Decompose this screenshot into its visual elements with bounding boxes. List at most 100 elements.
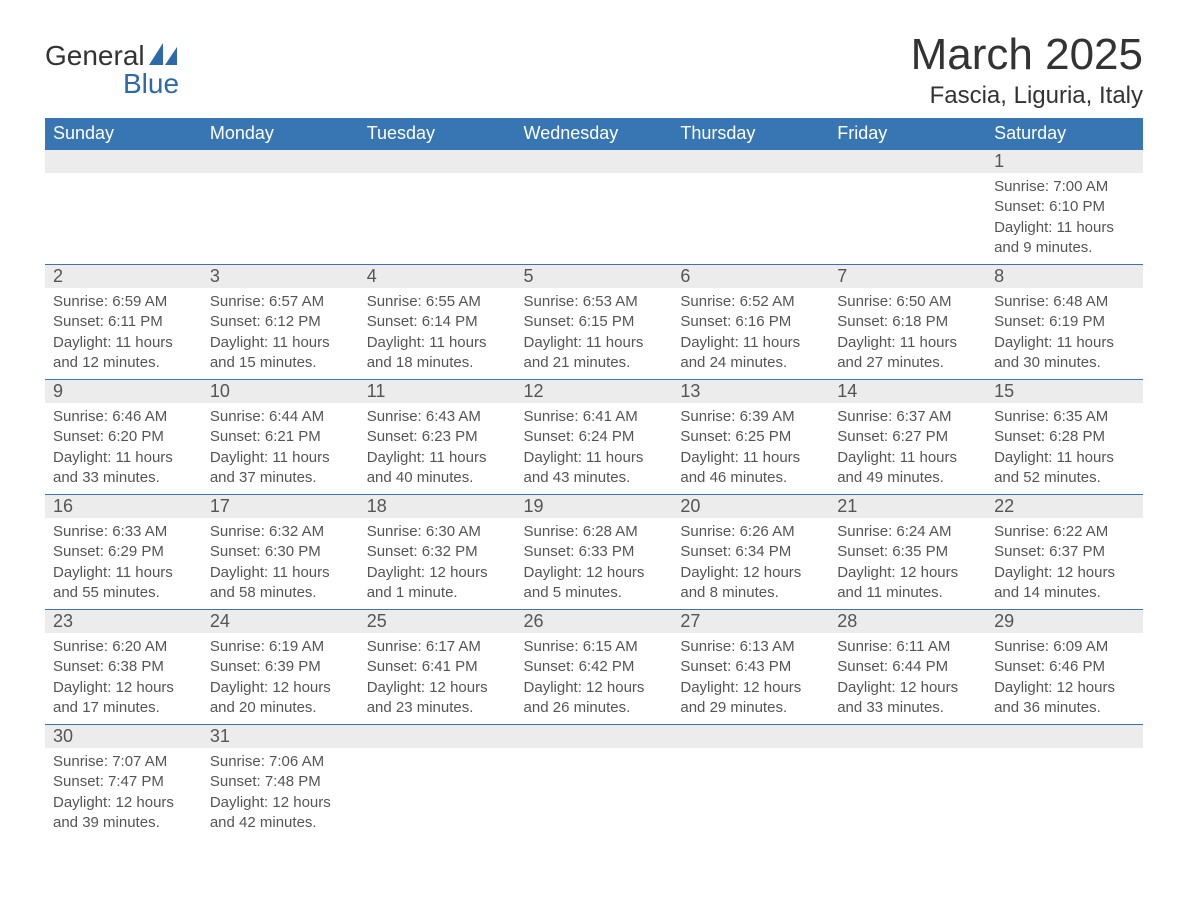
daylight-line: Daylight: 11 hours and 46 minutes. <box>680 448 821 489</box>
day-number <box>829 150 986 173</box>
sunrise-line: Sunrise: 6:44 AM <box>210 407 351 427</box>
calendar-day-cell: 25Sunrise: 6:17 AMSunset: 6:41 PMDayligh… <box>359 610 516 725</box>
calendar-day-cell: 23Sunrise: 6:20 AMSunset: 6:38 PMDayligh… <box>45 610 202 725</box>
day-number <box>672 150 829 173</box>
daylight-line: Daylight: 12 hours and 36 minutes. <box>994 678 1135 719</box>
day-details <box>672 173 829 251</box>
calendar-day-cell <box>829 725 986 840</box>
day-details: Sunrise: 6:13 AMSunset: 6:43 PMDaylight:… <box>672 633 829 724</box>
weekday-header: Saturday <box>986 118 1143 150</box>
day-details: Sunrise: 6:44 AMSunset: 6:21 PMDaylight:… <box>202 403 359 494</box>
calendar-week-row: 2Sunrise: 6:59 AMSunset: 6:11 PMDaylight… <box>45 265 1143 380</box>
day-number: 23 <box>45 610 202 633</box>
daylight-line: Daylight: 12 hours and 17 minutes. <box>53 678 194 719</box>
day-number: 21 <box>829 495 986 518</box>
title-block: March 2025 Fascia, Liguria, Italy <box>911 30 1143 110</box>
calendar-day-cell: 29Sunrise: 6:09 AMSunset: 6:46 PMDayligh… <box>986 610 1143 725</box>
weekday-header-row: Sunday Monday Tuesday Wednesday Thursday… <box>45 118 1143 150</box>
day-details: Sunrise: 6:59 AMSunset: 6:11 PMDaylight:… <box>45 288 202 379</box>
daylight-line: Daylight: 12 hours and 42 minutes. <box>210 793 351 834</box>
sunrise-line: Sunrise: 6:17 AM <box>367 637 508 657</box>
day-details: Sunrise: 6:43 AMSunset: 6:23 PMDaylight:… <box>359 403 516 494</box>
calendar-day-cell: 4Sunrise: 6:55 AMSunset: 6:14 PMDaylight… <box>359 265 516 380</box>
sunset-line: Sunset: 6:20 PM <box>53 427 194 447</box>
calendar-day-cell: 15Sunrise: 6:35 AMSunset: 6:28 PMDayligh… <box>986 380 1143 495</box>
daylight-line: Daylight: 11 hours and 21 minutes. <box>524 333 665 374</box>
daylight-line: Daylight: 11 hours and 27 minutes. <box>837 333 978 374</box>
calendar-day-cell: 12Sunrise: 6:41 AMSunset: 6:24 PMDayligh… <box>516 380 673 495</box>
day-details <box>986 748 1143 826</box>
day-number: 25 <box>359 610 516 633</box>
weekday-header: Sunday <box>45 118 202 150</box>
day-number: 17 <box>202 495 359 518</box>
daylight-line: Daylight: 12 hours and 1 minute. <box>367 563 508 604</box>
sunset-line: Sunset: 6:25 PM <box>680 427 821 447</box>
day-details <box>829 748 986 826</box>
daylight-line: Daylight: 12 hours and 20 minutes. <box>210 678 351 719</box>
sunset-line: Sunset: 6:41 PM <box>367 657 508 677</box>
calendar-day-cell: 16Sunrise: 6:33 AMSunset: 6:29 PMDayligh… <box>45 495 202 610</box>
calendar-day-cell <box>516 150 673 265</box>
sunset-line: Sunset: 6:46 PM <box>994 657 1135 677</box>
day-details: Sunrise: 6:39 AMSunset: 6:25 PMDaylight:… <box>672 403 829 494</box>
day-number: 26 <box>516 610 673 633</box>
day-number <box>359 725 516 748</box>
sunrise-line: Sunrise: 6:39 AM <box>680 407 821 427</box>
day-details <box>829 173 986 251</box>
calendar-table: Sunday Monday Tuesday Wednesday Thursday… <box>45 118 1143 839</box>
day-number: 3 <box>202 265 359 288</box>
daylight-line: Daylight: 11 hours and 37 minutes. <box>210 448 351 489</box>
day-number: 30 <box>45 725 202 748</box>
sunrise-line: Sunrise: 7:06 AM <box>210 752 351 772</box>
calendar-day-cell: 26Sunrise: 6:15 AMSunset: 6:42 PMDayligh… <box>516 610 673 725</box>
sunset-line: Sunset: 6:10 PM <box>994 197 1135 217</box>
day-number: 4 <box>359 265 516 288</box>
sunrise-line: Sunrise: 6:33 AM <box>53 522 194 542</box>
day-details: Sunrise: 6:48 AMSunset: 6:19 PMDaylight:… <box>986 288 1143 379</box>
sunrise-line: Sunrise: 6:28 AM <box>524 522 665 542</box>
day-details <box>202 173 359 251</box>
sunrise-line: Sunrise: 6:57 AM <box>210 292 351 312</box>
daylight-line: Daylight: 12 hours and 33 minutes. <box>837 678 978 719</box>
day-details: Sunrise: 6:46 AMSunset: 6:20 PMDaylight:… <box>45 403 202 494</box>
daylight-line: Daylight: 12 hours and 29 minutes. <box>680 678 821 719</box>
sunrise-line: Sunrise: 6:37 AM <box>837 407 978 427</box>
calendar-day-cell: 9Sunrise: 6:46 AMSunset: 6:20 PMDaylight… <box>45 380 202 495</box>
sunrise-line: Sunrise: 6:52 AM <box>680 292 821 312</box>
calendar-day-cell: 7Sunrise: 6:50 AMSunset: 6:18 PMDaylight… <box>829 265 986 380</box>
day-details: Sunrise: 6:11 AMSunset: 6:44 PMDaylight:… <box>829 633 986 724</box>
calendar-day-cell: 2Sunrise: 6:59 AMSunset: 6:11 PMDaylight… <box>45 265 202 380</box>
day-number: 14 <box>829 380 986 403</box>
daylight-line: Daylight: 11 hours and 40 minutes. <box>367 448 508 489</box>
day-details: Sunrise: 6:55 AMSunset: 6:14 PMDaylight:… <box>359 288 516 379</box>
day-details: Sunrise: 6:30 AMSunset: 6:32 PMDaylight:… <box>359 518 516 609</box>
sunrise-line: Sunrise: 6:50 AM <box>837 292 978 312</box>
day-number: 15 <box>986 380 1143 403</box>
day-number: 8 <box>986 265 1143 288</box>
day-details: Sunrise: 6:20 AMSunset: 6:38 PMDaylight:… <box>45 633 202 724</box>
calendar-day-cell: 13Sunrise: 6:39 AMSunset: 6:25 PMDayligh… <box>672 380 829 495</box>
day-details: Sunrise: 6:17 AMSunset: 6:41 PMDaylight:… <box>359 633 516 724</box>
sunrise-line: Sunrise: 6:24 AM <box>837 522 978 542</box>
day-details: Sunrise: 6:41 AMSunset: 6:24 PMDaylight:… <box>516 403 673 494</box>
calendar-day-cell: 1Sunrise: 7:00 AMSunset: 6:10 PMDaylight… <box>986 150 1143 265</box>
day-number: 10 <box>202 380 359 403</box>
sunset-line: Sunset: 7:48 PM <box>210 772 351 792</box>
day-details: Sunrise: 6:53 AMSunset: 6:15 PMDaylight:… <box>516 288 673 379</box>
day-number: 6 <box>672 265 829 288</box>
sunrise-line: Sunrise: 6:20 AM <box>53 637 194 657</box>
day-details: Sunrise: 6:26 AMSunset: 6:34 PMDaylight:… <box>672 518 829 609</box>
daylight-line: Daylight: 12 hours and 5 minutes. <box>524 563 665 604</box>
calendar-day-cell: 20Sunrise: 6:26 AMSunset: 6:34 PMDayligh… <box>672 495 829 610</box>
sunrise-line: Sunrise: 6:35 AM <box>994 407 1135 427</box>
day-details <box>672 748 829 826</box>
calendar-day-cell: 8Sunrise: 6:48 AMSunset: 6:19 PMDaylight… <box>986 265 1143 380</box>
calendar-day-cell: 11Sunrise: 6:43 AMSunset: 6:23 PMDayligh… <box>359 380 516 495</box>
calendar-day-cell <box>672 725 829 840</box>
day-number: 5 <box>516 265 673 288</box>
sunset-line: Sunset: 6:42 PM <box>524 657 665 677</box>
day-details: Sunrise: 6:24 AMSunset: 6:35 PMDaylight:… <box>829 518 986 609</box>
daylight-line: Daylight: 11 hours and 30 minutes. <box>994 333 1135 374</box>
day-number: 16 <box>45 495 202 518</box>
sunrise-line: Sunrise: 6:19 AM <box>210 637 351 657</box>
